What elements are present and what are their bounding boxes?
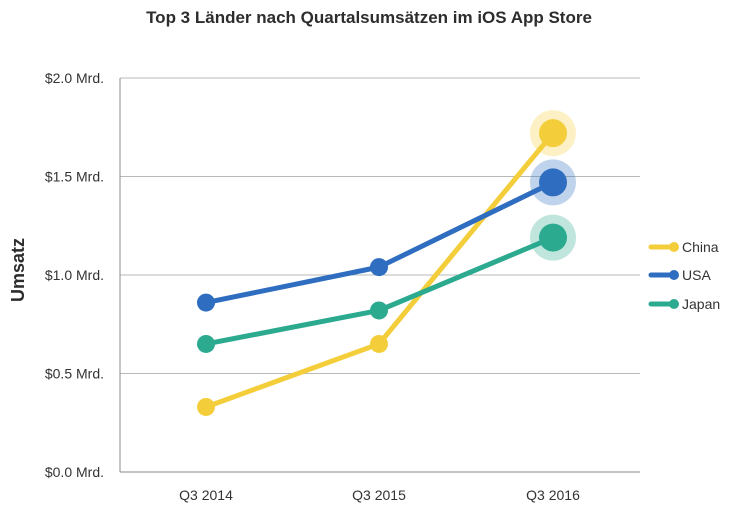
- legend-label: Japan: [682, 296, 720, 312]
- y-tick-label: $2.0 Mrd.: [45, 70, 104, 86]
- axes: [119, 78, 640, 473]
- y-tick-label: $1.0 Mrd.: [45, 267, 104, 283]
- data-point[interactable]: [197, 334, 215, 353]
- data-point[interactable]: [197, 397, 215, 416]
- series-line: [203, 179, 556, 306]
- series-usa: [197, 159, 576, 312]
- series-japan: [197, 214, 576, 353]
- y-tick-labels: $0.0 Mrd. $0.5 Mrd. $1.0 Mrd. $1.5 Mrd. $2.0…: [45, 70, 104, 480]
- legend-swatch-dot: [669, 299, 679, 309]
- legend-item-china[interactable]: China: [648, 239, 719, 255]
- series-layer: [197, 110, 576, 416]
- legend-label: USA: [682, 267, 711, 283]
- y-tick-label: $1.5 Mrd.: [45, 169, 104, 185]
- x-tick-label: Q3 2014: [179, 487, 233, 503]
- data-point[interactable]: [539, 119, 567, 148]
- y-axis-label: Umsatz: [8, 238, 28, 302]
- data-point[interactable]: [539, 168, 567, 197]
- data-point[interactable]: [370, 258, 388, 277]
- y-tick-label: $0.0 Mrd.: [45, 464, 104, 480]
- legend-item-japan[interactable]: Japan: [648, 296, 720, 312]
- legend-item-usa[interactable]: USA: [648, 267, 711, 283]
- data-point[interactable]: [197, 293, 215, 312]
- legend: China USA Japan: [648, 239, 720, 312]
- x-tick-label: Q3 2015: [352, 487, 406, 503]
- chart-title: Top 3 Länder nach Quartalsumsätzen im iO…: [146, 8, 592, 27]
- data-point[interactable]: [370, 334, 388, 353]
- y-tick-label: $0.5 Mrd.: [45, 366, 104, 382]
- x-tick-label: Q3 2016: [526, 487, 580, 503]
- x-tick-labels: Q3 2014 Q3 2015 Q3 2016: [179, 487, 580, 503]
- legend-swatch-dot: [669, 270, 679, 280]
- legend-label: China: [682, 239, 719, 255]
- series-china: [197, 110, 576, 416]
- data-point[interactable]: [370, 301, 388, 320]
- legend-swatch-dot: [669, 242, 679, 252]
- data-point[interactable]: [539, 223, 567, 252]
